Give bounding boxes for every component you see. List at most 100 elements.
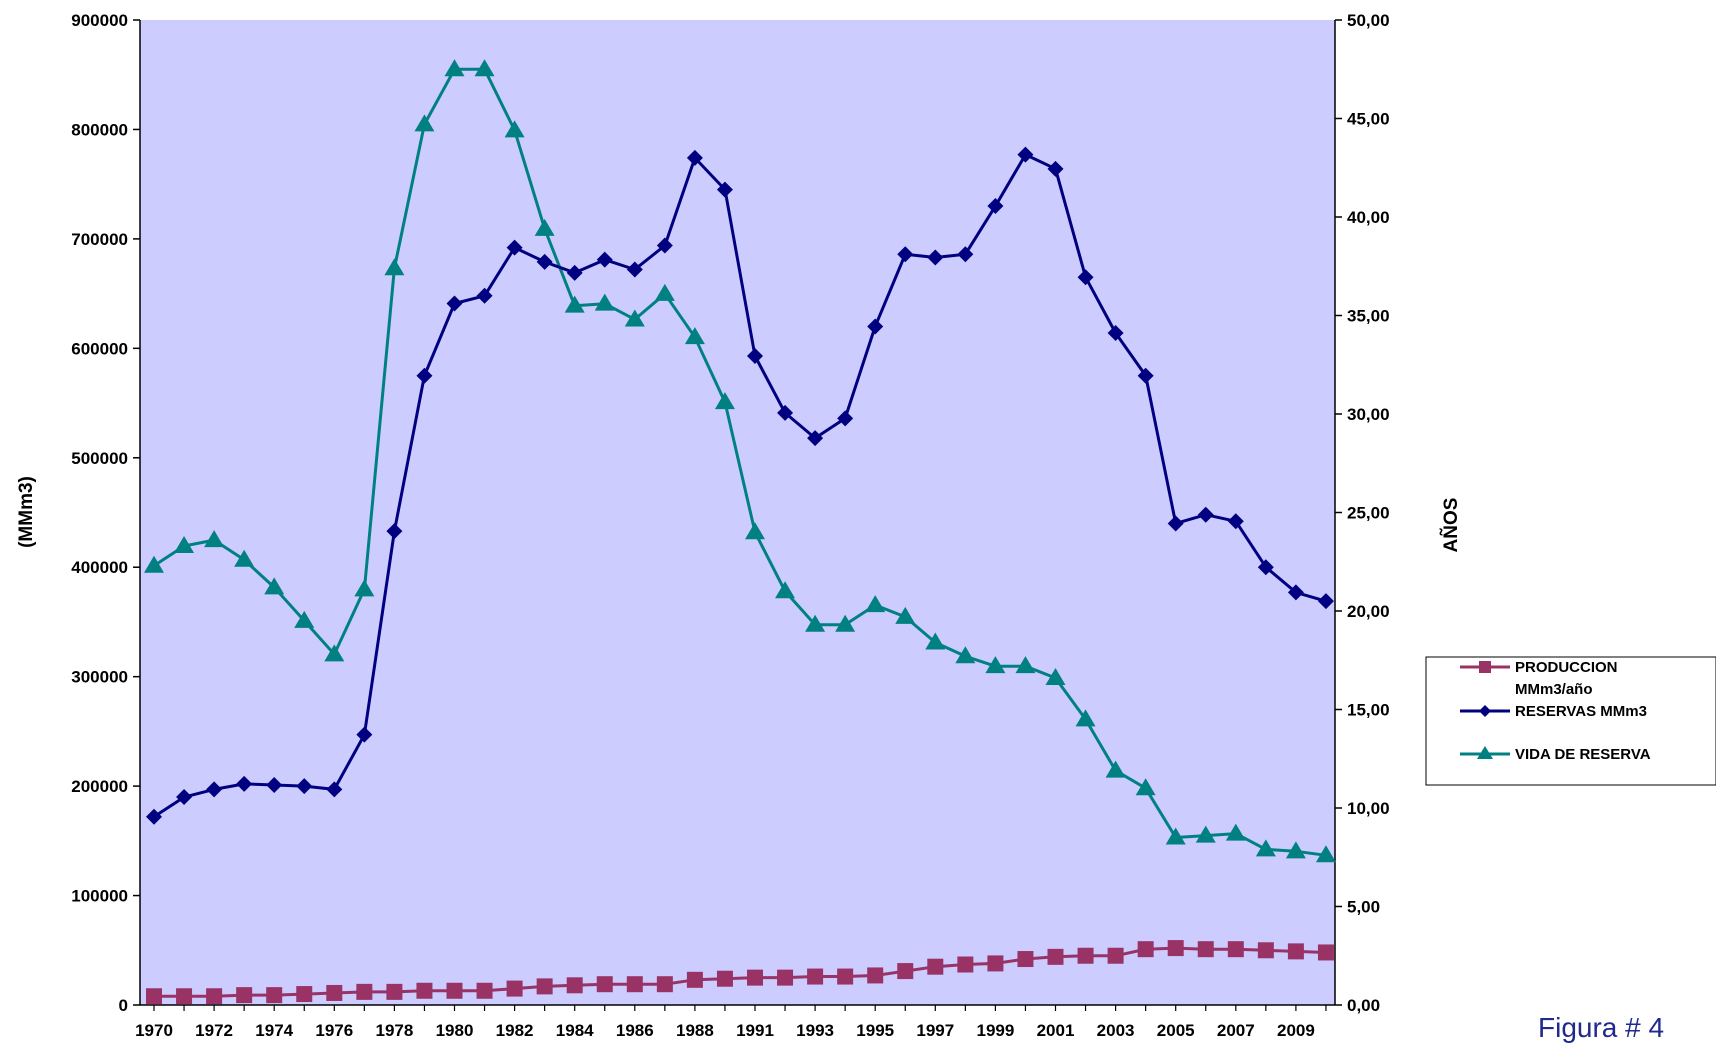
right-tick-label: 25,00 — [1347, 504, 1390, 523]
point-produccion — [206, 988, 223, 1005]
point-produccion — [446, 982, 463, 999]
point-reservas — [596, 251, 613, 268]
point-produccion — [416, 982, 433, 999]
point-reservas — [1107, 325, 1124, 342]
right-tick-label: 35,00 — [1347, 307, 1390, 326]
point-vida-de-reserva — [1225, 823, 1246, 841]
point-reservas — [837, 410, 854, 427]
point-vida-de-reserva — [354, 579, 375, 597]
x-tick-label: 2001 — [1037, 1021, 1075, 1040]
point-produccion — [1227, 941, 1244, 958]
point-produccion — [807, 968, 824, 985]
legend-marker-produccion — [1479, 661, 1491, 673]
series-line-produccion — [154, 946, 1327, 998]
point-produccion — [626, 976, 643, 993]
x-tick-label: 1999 — [976, 1021, 1014, 1040]
point-produccion — [867, 967, 884, 984]
point-reservas — [927, 249, 944, 266]
point-produccion — [506, 980, 523, 997]
point-reservas — [656, 237, 673, 254]
point-vida-de-reserva — [444, 59, 465, 77]
x-tick-label: 1976 — [315, 1021, 353, 1040]
point-produccion — [236, 987, 253, 1004]
point-reservas — [897, 246, 914, 263]
left-axis-title: (MMm3) — [16, 476, 37, 548]
left-tick-label: 700000 — [71, 230, 128, 249]
point-reservas — [957, 246, 974, 263]
point-produccion — [296, 986, 313, 1003]
point-vida-de-reserva — [1135, 778, 1156, 796]
point-produccion — [1107, 947, 1124, 964]
point-reservas — [777, 404, 794, 421]
point-produccion — [146, 988, 162, 1005]
x-tick-label: 1991 — [736, 1021, 774, 1040]
point-reservas — [176, 789, 193, 806]
point-reservas — [747, 347, 763, 364]
point-produccion — [1167, 940, 1184, 957]
left-tick-label: 500000 — [71, 449, 128, 468]
point-vida-de-reserva — [624, 309, 645, 327]
point-produccion — [1077, 947, 1094, 964]
point-vida-de-reserva — [714, 392, 735, 410]
point-vida-de-reserva — [865, 595, 886, 613]
point-vida-de-reserva — [324, 644, 345, 662]
legend-label-reservas: RESERVAS MMm3 — [1515, 703, 1647, 720]
point-reservas — [566, 264, 583, 281]
right-axis-ticks: 0,00 5,00 10,00 15,00 20,00 25,00 30,00 35,00 40… — [1335, 11, 1390, 1015]
left-tick-label: 900000 — [71, 11, 128, 30]
point-reservas — [386, 523, 403, 540]
point-produccion — [476, 982, 493, 999]
point-produccion — [536, 978, 553, 995]
point-vida-de-reserva — [745, 522, 765, 540]
x-tick-label: 1980 — [436, 1021, 474, 1040]
point-reservas — [326, 781, 343, 798]
series-layer — [144, 59, 1336, 1005]
x-tick-label: 1972 — [195, 1021, 233, 1040]
x-tick-label: 1997 — [916, 1021, 954, 1040]
point-reservas — [296, 778, 313, 795]
point-produccion — [1017, 951, 1034, 968]
point-reservas — [476, 287, 493, 304]
x-tick-label: 1970 — [135, 1021, 173, 1040]
point-vida-de-reserva — [234, 549, 255, 567]
point-reservas — [266, 777, 283, 794]
point-reservas — [807, 430, 824, 447]
point-vida-de-reserva — [534, 218, 555, 236]
point-produccion — [927, 958, 944, 975]
point-reservas — [1047, 160, 1064, 177]
point-vida-de-reserva — [684, 327, 705, 345]
point-vida-de-reserva — [985, 656, 1006, 674]
left-tick-label: 100000 — [71, 887, 128, 906]
point-reservas — [236, 775, 253, 792]
legend-label-produccion-1: PRODUCCION — [1515, 659, 1618, 676]
point-vida-de-reserva — [955, 646, 976, 664]
legend-label-vida: VIDA DE RESERVA — [1515, 746, 1651, 763]
point-produccion — [897, 963, 914, 980]
legend-marker-vida — [1477, 746, 1493, 759]
point-reservas — [1317, 593, 1334, 610]
x-tick-label: 2007 — [1217, 1021, 1255, 1040]
right-tick-label: 5,00 — [1347, 898, 1380, 917]
point-vida-de-reserva — [1255, 839, 1276, 857]
point-reservas — [416, 367, 433, 384]
left-tick-label: 200000 — [71, 777, 128, 796]
right-tick-label: 0,00 — [1347, 996, 1380, 1015]
point-reservas — [1197, 506, 1214, 523]
series-line-vida-de-reserva — [153, 67, 1327, 857]
legend-box — [1425, 656, 1716, 786]
point-produccion — [1197, 941, 1214, 958]
point-reservas — [1287, 584, 1304, 601]
series-line-reservas — [153, 153, 1327, 819]
left-axis-ticks: 0 100000 200000 300000 400000 500000 600000 700… — [71, 11, 140, 1015]
point-vida-de-reserva — [1315, 845, 1336, 863]
point-reservas — [867, 318, 884, 335]
left-tick-label: 600000 — [71, 339, 128, 358]
legend-marker-reservas — [1479, 705, 1491, 717]
point-vida-de-reserva — [564, 295, 585, 313]
point-reservas — [987, 198, 1004, 215]
point-vida-de-reserva — [294, 610, 315, 628]
point-vida-de-reserva — [895, 606, 916, 624]
point-produccion — [686, 971, 703, 988]
figure-caption: Figura # 4 — [1538, 1012, 1665, 1043]
